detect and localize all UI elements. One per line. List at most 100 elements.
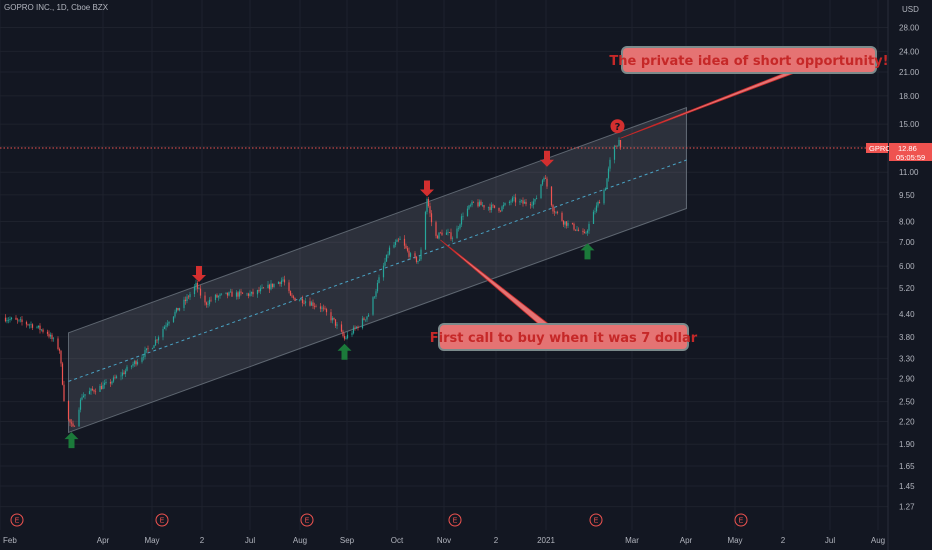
candle-body	[210, 299, 212, 301]
candle-body	[577, 229, 580, 231]
candle-body	[456, 228, 458, 239]
candle-body	[313, 305, 316, 307]
candle-body	[199, 288, 202, 296]
candle-body	[406, 248, 409, 251]
candle-body	[114, 377, 116, 379]
candle-body	[397, 239, 400, 241]
candle-body	[46, 331, 49, 334]
candle-body	[342, 331, 344, 336]
ticker-label: GPRO	[869, 144, 891, 153]
candle-body	[319, 306, 322, 309]
candle-body	[208, 299, 211, 305]
candle-body	[459, 224, 461, 229]
candle-body	[414, 253, 416, 257]
candle-body	[532, 201, 535, 206]
candle-body	[489, 207, 491, 210]
candle-body	[519, 200, 521, 203]
candle-body	[147, 348, 149, 350]
candle-body	[514, 197, 517, 203]
candle-body	[135, 361, 137, 365]
price-tick-label: 4.40	[899, 310, 915, 319]
candle-body	[315, 306, 317, 307]
candle-body	[321, 307, 323, 309]
candle-body	[550, 186, 553, 206]
buy-arrow-icon	[64, 432, 79, 449]
candle-body	[603, 190, 605, 204]
time-axis[interactable]: Feb Apr May 2 Jul Aug Sep Oct Nov 2 2021 Mar Apr May 2…	[3, 536, 885, 545]
candle-body	[163, 326, 166, 329]
candle-body	[309, 301, 311, 306]
price-tick-label: 6.00	[899, 262, 915, 271]
candle-body	[30, 324, 32, 325]
candle-body	[28, 324, 31, 326]
candle-body	[508, 201, 511, 204]
candle-body	[420, 249, 422, 260]
candle-body	[325, 309, 328, 313]
candle-body	[121, 372, 124, 376]
sell-arrow-icon	[540, 150, 554, 167]
candle-body	[60, 350, 62, 364]
earnings-icon[interactable]	[300, 513, 314, 527]
candle-body	[466, 208, 469, 217]
candle-body	[229, 291, 232, 293]
candle-body	[99, 385, 101, 392]
candle-body	[552, 205, 554, 212]
candle-body	[534, 199, 536, 202]
candle-body	[385, 254, 388, 262]
candle-body	[366, 316, 368, 320]
candle-body	[565, 221, 568, 226]
time-tick-label: Nov	[437, 536, 451, 545]
candle-body	[555, 211, 557, 213]
candle-body	[556, 211, 559, 213]
candle-body	[262, 287, 265, 289]
candle-body	[237, 292, 239, 297]
candle-body	[225, 292, 227, 294]
earnings-icon[interactable]	[589, 513, 603, 527]
callout-box	[621, 46, 877, 74]
candle-body	[439, 232, 442, 234]
bar-countdown: 05:05:59	[896, 153, 925, 162]
candle-body	[130, 365, 133, 367]
candle-body	[355, 326, 358, 329]
candle-body	[300, 298, 302, 301]
price-tick-label: 1.90	[899, 440, 915, 449]
candle-body	[616, 145, 619, 147]
candle-body	[48, 333, 50, 337]
candle-body	[36, 327, 38, 328]
candle-body	[324, 308, 326, 310]
candle-body	[540, 184, 542, 198]
candle-body	[436, 235, 439, 239]
earnings-label: E	[594, 518, 599, 525]
candle-body	[249, 293, 251, 296]
candle-body	[291, 295, 293, 297]
earnings-icon[interactable]	[734, 513, 748, 527]
candle-body	[388, 247, 391, 255]
candle-body	[219, 294, 221, 297]
candle-body	[483, 205, 485, 208]
earnings-icon[interactable]	[448, 513, 462, 527]
time-tick-label: May	[727, 536, 742, 545]
candle-body	[510, 201, 512, 203]
candle-body	[435, 222, 437, 236]
earnings-label: E	[739, 518, 744, 525]
candle-body	[84, 394, 86, 396]
candle-body	[256, 290, 259, 295]
candle-body	[235, 292, 238, 297]
candle-body	[529, 204, 532, 206]
time-tick-label: Jul	[245, 536, 255, 545]
price-tick-label: 1.65	[899, 462, 915, 471]
candle-body	[457, 228, 460, 229]
earnings-icon[interactable]	[155, 513, 169, 527]
candle-body	[61, 363, 64, 385]
candle-body	[15, 317, 17, 320]
candle-body	[607, 168, 610, 179]
price-tick-label: 2.20	[899, 417, 915, 426]
candle-body	[399, 238, 401, 240]
time-tick-label: Aug	[871, 536, 885, 545]
candle-body	[471, 201, 473, 206]
candle-body	[294, 297, 296, 301]
candle-body	[372, 297, 374, 315]
earnings-icon[interactable]	[10, 513, 24, 527]
time-tick-label: Jul	[825, 536, 835, 545]
